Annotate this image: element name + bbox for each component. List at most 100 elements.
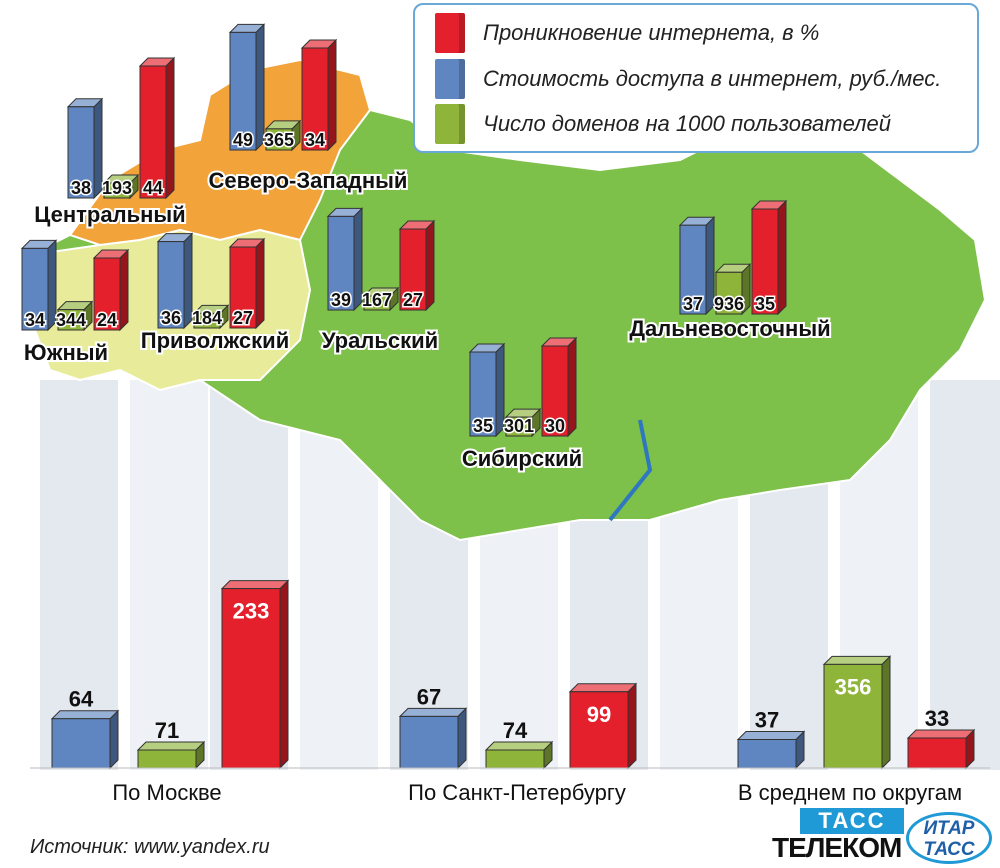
summary-bar-penetration-top xyxy=(906,729,976,739)
region-bar-penetration-front xyxy=(301,47,329,151)
summary-bar-domains-front xyxy=(137,749,197,769)
region-label: Центральный xyxy=(32,200,187,229)
summary-bar-cost-front xyxy=(399,715,459,769)
region-bar-domains-front xyxy=(57,309,85,331)
region-bar-cost: 36 xyxy=(156,232,194,330)
region-bar-cost: 49 xyxy=(228,23,266,152)
region-bar-domains-label: 365 xyxy=(264,130,294,150)
region-bar-domains: 365 xyxy=(262,119,302,152)
region-bar-cost: 37 xyxy=(678,215,716,316)
region-bar-penetration-side xyxy=(327,38,337,152)
region-label-text: Южный xyxy=(24,340,108,365)
region-bar-penetration-front xyxy=(139,65,167,199)
summary-bar-penetration-top xyxy=(220,580,290,590)
region-bar-domains-front xyxy=(265,128,293,151)
region-bar-cost-label: 34 xyxy=(25,310,45,330)
summary-bar-penetration-label: 33 xyxy=(925,706,949,731)
region-bar-penetration-front xyxy=(93,257,121,331)
summary-bar-cost-label: 67 xyxy=(417,684,441,709)
summary-category-label: По Москве xyxy=(112,780,221,805)
summary-bar-domains: 74 xyxy=(484,718,554,770)
region-bar-penetration-front xyxy=(541,345,569,437)
region-bar-domains-label: 936 xyxy=(714,294,744,314)
region-bar-cost-label: 38 xyxy=(71,178,91,198)
legend-item-domains: Число доменов на 1000 пользователей xyxy=(435,102,891,146)
region-bar-cost-front xyxy=(327,215,355,311)
region-bar-penetration-label: 34 xyxy=(305,130,325,150)
summary-bar-domains-side xyxy=(881,655,891,770)
region-bar-cost-side xyxy=(93,97,103,200)
legend-swatch-penetration xyxy=(435,13,465,53)
itar-logo-line2: ТАСС xyxy=(923,839,975,860)
region-label-text: Центральный xyxy=(34,202,185,227)
summary-bar-penetration-side xyxy=(279,579,289,770)
region-bar-domains: 936 xyxy=(712,263,752,316)
region-bar-domains-front xyxy=(715,271,743,315)
region-bar-penetration-label: 44 xyxy=(143,178,163,198)
summary-bar-penetration-top xyxy=(568,683,638,693)
region-bar-penetration-front xyxy=(751,208,779,315)
region-label-text: Северо-Западный xyxy=(209,168,408,193)
legend-item-penetration: Проникновение интернета, в % xyxy=(435,11,819,55)
legend-item-cost: Стоимость доступа в интернет, руб./мес. xyxy=(435,57,941,101)
region-bar-cost-front xyxy=(469,351,497,437)
summary-bar-domains: 71 xyxy=(136,718,206,770)
legend-swatch-domains xyxy=(435,104,465,144)
region-bar-penetration-side xyxy=(119,248,129,332)
region-bar-domains-label: 167 xyxy=(362,290,392,310)
region-bar-cost: 38 xyxy=(66,97,104,200)
region-bar-cost-side xyxy=(183,232,193,330)
summary-bar-penetration: 99 xyxy=(568,682,638,770)
summary-bar-penetration-label: 99 xyxy=(587,702,611,727)
region-label: Северо-Западный xyxy=(207,166,410,195)
summary-bar-penetration-front xyxy=(907,737,967,769)
region-bar-penetration: 35 xyxy=(750,199,788,316)
region-bar-penetration: 27 xyxy=(228,237,266,330)
region-label: Приволжский xyxy=(139,326,291,355)
region-bar-cost-label: 49 xyxy=(233,130,253,150)
region-bar-domains-front xyxy=(363,295,391,311)
region-bar-domains: 184 xyxy=(190,304,230,330)
region-bar-cost-label: 36 xyxy=(161,308,181,328)
summary-bar-cost-side xyxy=(457,707,467,770)
region-bar-penetration: 44 xyxy=(138,56,176,200)
summary-bar-cost: 37 xyxy=(736,708,806,770)
region-bar-cost: 34 xyxy=(20,239,58,332)
region-bar-domains-label: 344 xyxy=(56,310,86,330)
region-label-text: Приволжский xyxy=(141,328,289,353)
region-bar-cost-front xyxy=(679,224,707,315)
summary-bar-domains-label: 356 xyxy=(835,674,872,699)
summary-bar-cost-top xyxy=(736,731,806,741)
summary-bar-domains-top xyxy=(484,741,554,751)
legend-swatch-cost xyxy=(435,59,465,99)
source-note: Источник: www.yandex.ru xyxy=(30,836,270,858)
region-bar-penetration: 34 xyxy=(300,38,338,152)
summary-bar-penetration: 233 xyxy=(220,579,290,770)
region-label-text: Уральский xyxy=(322,328,438,353)
itar-logo-line1: ИТАР xyxy=(923,818,975,839)
region-label: Сибирский xyxy=(460,444,584,473)
region-bar-domains-front xyxy=(505,416,533,437)
summary-bar-penetration-label: 233 xyxy=(233,599,270,624)
region-bar-domains-label: 193 xyxy=(102,178,132,198)
region-bar-penetration-label: 27 xyxy=(233,308,253,328)
region-bar-penetration-front xyxy=(229,246,257,329)
region-bar-cost-front xyxy=(229,31,257,151)
telecom-logo-text: ТЕЛЕКОМ xyxy=(772,832,902,863)
summary-bar-penetration-side xyxy=(627,682,637,770)
bars-layer: 38 193 44 Центральный 49 365 34 Северо-Западный… xyxy=(20,23,990,805)
tass-telecom-logo: ТАСС ТЕЛЕКОМ xyxy=(772,808,906,863)
region-bar-domains: 193 xyxy=(100,173,140,200)
region-bar-cost-side xyxy=(495,342,505,438)
region-bar-cost-label: 37 xyxy=(683,294,703,314)
summary-bar-cost-label: 64 xyxy=(69,687,94,712)
region-bar-penetration-label: 35 xyxy=(755,294,775,314)
summary-bar-penetration: 33 xyxy=(906,706,976,770)
region-bar-cost-front xyxy=(21,247,49,331)
summary-bar-domains-front xyxy=(485,749,545,769)
background-column xyxy=(930,380,1000,770)
region-bar-cost-label: 35 xyxy=(473,416,493,436)
region-bar-penetration-front xyxy=(399,228,427,311)
region-bar-penetration-side xyxy=(255,237,265,330)
